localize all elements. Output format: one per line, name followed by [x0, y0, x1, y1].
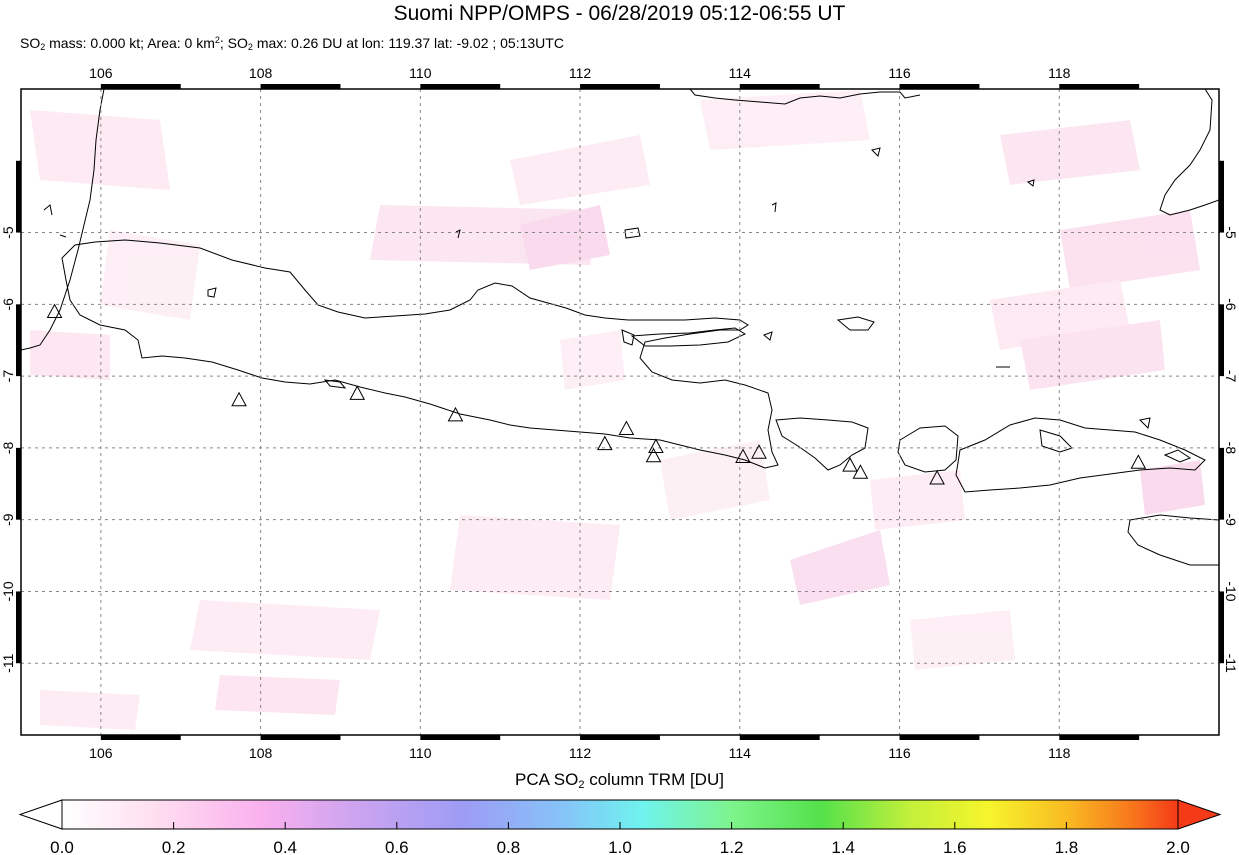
volcano-marker-6 — [618, 420, 635, 436]
colorbar-label-1.2: 1.2 — [720, 838, 744, 855]
lon-label-bottom-108: 108 — [249, 745, 273, 761]
lat-label-left--9: -9 — [0, 513, 16, 526]
colorbar-label-2.0: 2.0 — [1166, 838, 1190, 855]
lat-label-left--6: -6 — [0, 298, 16, 311]
coastline-lombok — [897, 425, 959, 473]
lat-label-right--8: -8 — [1223, 442, 1239, 455]
volcano-marker-7 — [648, 438, 664, 453]
coastline-borneo — [689, 89, 921, 105]
map-title: Suomi NPP/OMPS - 06/28/2019 05:12-06:55 … — [393, 2, 846, 25]
volcano-marker-3 — [349, 385, 366, 400]
coastlines — [21, 89, 1219, 566]
lon-label-bottom-114: 114 — [729, 745, 752, 761]
lat-label-right--11: -11 — [1223, 654, 1239, 673]
border-block-top-108 — [260, 84, 341, 89]
coastline-sulawesi — [1159, 89, 1219, 216]
colorbar-label-1.4: 1.4 — [831, 838, 855, 855]
border-block-left--6 — [16, 304, 21, 377]
border-block-top-106 — [100, 84, 181, 89]
lon-label-top-116: 116 — [888, 65, 911, 81]
border-block-bottom-114 — [739, 735, 820, 740]
lat-label-right--5: -5 — [1223, 226, 1239, 239]
border-block-bottom-106 — [100, 735, 181, 740]
lon-label-bottom-110: 110 — [409, 745, 432, 761]
border-block-right--6 — [1219, 304, 1224, 377]
colorbar-label-0.6: 0.6 — [385, 838, 409, 855]
coastline-bali — [775, 417, 869, 471]
volcano-marker-12 — [852, 464, 869, 479]
border-block-top-110 — [420, 84, 501, 89]
coastline-java — [61, 239, 779, 469]
coastline-sumatra — [21, 89, 105, 351]
border-block-right--10 — [1219, 591, 1224, 664]
map-border-ticks — [16, 84, 1224, 740]
lat-label-left--10: -10 — [0, 581, 16, 601]
so2-summary: SO2 mass: 0.000 kt; Area: 0 km2; SO2 max… — [20, 35, 564, 52]
colorbar-title: PCA SO2 column TRM [DU] — [515, 770, 724, 791]
lon-label-top-108: 108 — [249, 65, 273, 81]
colorbar-over-arrow — [1177, 799, 1222, 830]
colorbar-label-1.8: 1.8 — [1055, 838, 1079, 855]
map-grid — [21, 89, 1219, 735]
border-block-right--8 — [1219, 447, 1224, 520]
lon-label-top-114: 114 — [729, 65, 752, 81]
lon-label-top-110: 110 — [409, 65, 432, 81]
volcano-marker-9 — [735, 448, 751, 464]
volcano-marker-13 — [929, 469, 945, 485]
border-block-left--8 — [16, 447, 21, 520]
volcano-marker-14 — [1130, 454, 1147, 469]
colorbar-label-1.6: 1.6 — [943, 838, 967, 855]
lat-label-left--11: -11 — [0, 653, 16, 672]
colorbar-label-1.0: 1.0 — [608, 838, 632, 855]
border-block-bottom-116 — [899, 735, 980, 740]
coastline-sumbawa — [955, 417, 1206, 493]
volcano-marker-8 — [645, 447, 662, 463]
lat-label-left--7: -7 — [0, 370, 16, 383]
border-block-top-114 — [739, 84, 820, 89]
lat-label-right--10: -10 — [1223, 581, 1239, 601]
border-block-top-118 — [1059, 84, 1140, 89]
lat-label-right--9: -9 — [1223, 513, 1239, 526]
lon-label-top-106: 106 — [89, 65, 113, 81]
lon-label-top-112: 112 — [569, 65, 592, 81]
volcano-marker-10 — [751, 444, 767, 459]
lon-label-bottom-106: 106 — [89, 745, 113, 761]
border-block-bottom-112 — [580, 735, 660, 740]
volcano-marker-5 — [596, 435, 613, 451]
so2-swath-shading — [30, 90, 1205, 730]
border-block-bottom-108 — [260, 735, 341, 740]
border-block-right--4 — [1219, 160, 1224, 233]
border-block-bottom-110 — [420, 735, 501, 740]
lat-label-left--5: -5 — [0, 226, 16, 239]
volcano-marker-2 — [231, 391, 247, 407]
border-block-bottom-118 — [1059, 735, 1140, 740]
colorbar-label-0.8: 0.8 — [497, 838, 521, 855]
colorbar-label-0.0: 0.0 — [50, 838, 74, 855]
colorbar-label-0.4: 0.4 — [273, 838, 297, 855]
lon-label-bottom-112: 112 — [569, 745, 592, 761]
lat-label-right--7: -7 — [1223, 370, 1239, 383]
volcano-marker-1 — [46, 303, 63, 319]
lon-label-top-118: 118 — [1048, 65, 1071, 81]
border-block-top-112 — [580, 84, 660, 89]
volcano-markers — [46, 303, 1147, 485]
border-block-left--10 — [16, 591, 21, 664]
axis-labels: 106 106 108 108 110 110 112 112 114 114 116 116 118 1… — [0, 65, 1239, 761]
lon-label-bottom-118: 118 — [1048, 745, 1071, 761]
volcano-marker-11 — [842, 457, 858, 472]
border-block-top-116 — [899, 84, 980, 89]
lon-label-bottom-116: 116 — [888, 745, 911, 761]
lat-label-right--6: -6 — [1223, 298, 1239, 311]
colorbar: 0.0 0.2 0.4 0.6 0.8 1.0 1.2 1.4 1.6 1.8 2.0 — [18, 799, 1222, 855]
colorbar-under-arrow — [18, 799, 63, 830]
volcano-marker-4 — [447, 406, 464, 422]
lat-label-left--8: -8 — [0, 441, 16, 454]
coastline-madura — [630, 327, 747, 347]
colorbar-label-0.2: 0.2 — [162, 838, 186, 855]
border-block-left--4 — [16, 160, 21, 233]
coastline-sumba — [1127, 514, 1219, 566]
